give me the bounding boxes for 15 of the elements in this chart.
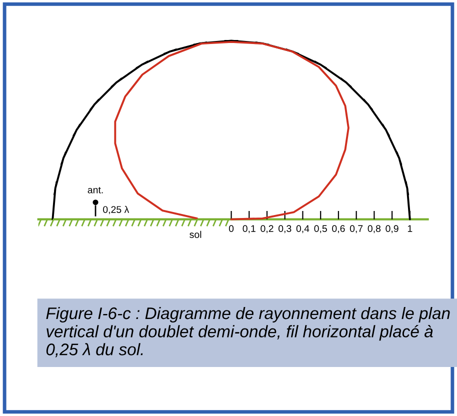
annotation: ant. [88,186,103,194]
x-tick-label: 0 [228,225,234,232]
annotation: 0,25 λ [103,206,130,214]
x-tick-label: 0,4 [296,225,310,234]
text: sol [190,230,202,238]
x-tick-label: 0,2 [260,225,274,234]
x-tick-label: 1 [408,225,412,232]
x-tick-label: 0,3 [278,225,292,234]
x-tick-label: 0,5 [314,225,327,234]
x-tick-label: 0,9 [386,225,398,234]
x-tick-label: 0,8 [368,225,381,234]
text: Figure I-6-c : Diagramme de rayonnement dans le plan vertical d'un doublet demi-onde, fil horizontal placé à 0,25 λ du sol. [46,306,450,358]
x-tick-label: 0,6 [332,225,345,234]
x-tick-label: 0,1 [242,225,256,234]
x-tick-label: 0,7 [350,225,363,234]
